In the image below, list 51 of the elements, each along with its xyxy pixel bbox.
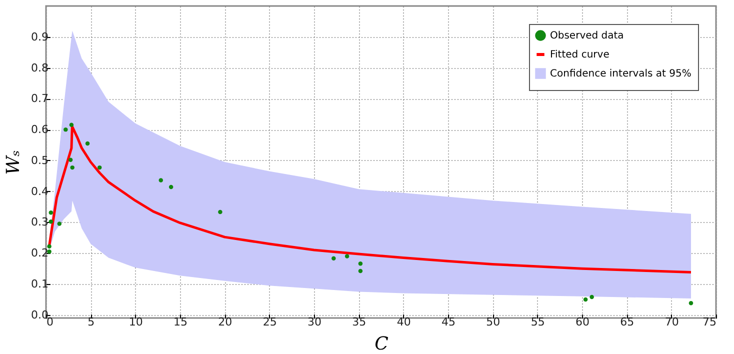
point xyxy=(344,254,350,258)
point xyxy=(358,268,363,274)
y-tick-label: 0.2 xyxy=(31,246,48,260)
point xyxy=(168,184,174,190)
point xyxy=(97,165,102,170)
point xyxy=(332,256,336,260)
point xyxy=(590,294,594,300)
point xyxy=(68,158,73,162)
legend-label: Confidence intervals at 95% xyxy=(550,68,692,80)
x-tick-label: 55 xyxy=(530,316,545,328)
legend-label: Fitted curve xyxy=(550,50,610,60)
point xyxy=(48,210,54,215)
point xyxy=(70,165,74,170)
x-tick-label: 20 xyxy=(218,316,232,328)
x-tick-label: 30 xyxy=(308,316,322,328)
point xyxy=(47,244,52,248)
y-tick-label: 0.8 xyxy=(31,61,48,74)
x-tick-label: 25 xyxy=(262,316,277,328)
y-tick-label: 0.9 xyxy=(31,30,48,44)
x-tick-label: 70 xyxy=(664,316,679,328)
point xyxy=(358,262,363,266)
x-tick-label: 35 xyxy=(352,316,366,328)
x-tick-label: 50 xyxy=(486,316,500,328)
point xyxy=(85,141,90,146)
y-tick-label: 0.1 xyxy=(31,278,48,291)
point xyxy=(158,178,164,182)
y-tick-label: 0.0 xyxy=(31,308,48,322)
point xyxy=(69,122,74,128)
y-tick-label: 0.4 xyxy=(31,184,48,198)
x-tick-label: 0 xyxy=(46,316,54,328)
x-tick-label: 40 xyxy=(396,316,411,328)
legend-label: Observed data xyxy=(550,30,624,42)
x-tick-label: 15 xyxy=(174,316,188,328)
x-tick-label: 5 xyxy=(88,316,95,328)
point xyxy=(48,220,54,224)
y-tick-label: 0.7 xyxy=(31,92,48,106)
y-tick-label: 0.5 xyxy=(31,154,48,167)
x-axis-title: C xyxy=(374,334,389,354)
point xyxy=(57,222,62,226)
y-tick-label: 0.6 xyxy=(31,123,48,136)
y-axis-title: Wₛ xyxy=(3,150,24,175)
x-tick-label: 75 xyxy=(702,316,716,328)
x-tick-label: 65 xyxy=(620,316,634,328)
y-tick-label: 0.3 xyxy=(31,216,48,229)
x-tick-label: 10 xyxy=(128,316,143,328)
x-tick-label: 60 xyxy=(576,316,590,328)
point xyxy=(64,127,68,132)
point xyxy=(688,301,694,306)
point xyxy=(583,297,588,302)
x-tick-label: 45 xyxy=(442,316,456,328)
point xyxy=(218,210,222,214)
